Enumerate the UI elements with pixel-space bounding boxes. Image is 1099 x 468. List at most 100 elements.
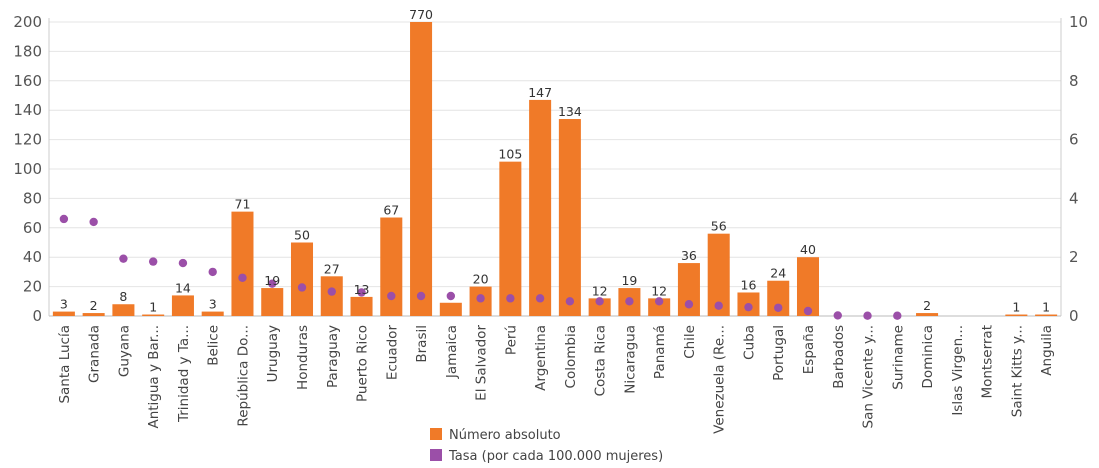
y-right-tick-label: 10: [1069, 13, 1088, 31]
dot: [268, 279, 277, 288]
x-tick-label: Suriname: [890, 325, 906, 390]
legend: Número absoluto Tasa (por cada 100.000 m…: [430, 428, 663, 464]
dot: [684, 300, 694, 309]
bar: [648, 298, 671, 316]
dot: [178, 258, 188, 268]
bar: [796, 257, 820, 316]
x-tick-label: Belice: [206, 325, 222, 366]
dot: [357, 288, 366, 297]
y-right-tick-label: 8: [1069, 72, 1079, 90]
x-tick-label: Montserrat: [980, 325, 996, 399]
bar: [171, 295, 194, 316]
bar: [707, 233, 730, 316]
dot-series: [59, 214, 902, 320]
x-tick-label: San Vicente y...: [861, 325, 877, 429]
y-left-tick-label: 40: [23, 248, 42, 266]
data-label: 36: [681, 248, 697, 263]
x-tick-label: Costa Rica: [593, 325, 609, 396]
bar: [201, 311, 224, 316]
x-tick-label: Venezuela (Re...: [712, 325, 728, 434]
data-label: 147: [528, 85, 552, 100]
x-tick-label: Trinidad y Ta...: [176, 325, 192, 423]
bar: [677, 263, 700, 316]
bar: [499, 161, 522, 316]
y-right-tick-label: 6: [1069, 131, 1079, 149]
x-tick-label: Panamá: [652, 325, 668, 379]
y-left-tick-label: 60: [23, 219, 42, 237]
x-tick-label: Portugal: [771, 325, 787, 381]
dot: [89, 217, 98, 227]
data-label: 3: [209, 297, 217, 312]
data-label: 8: [119, 289, 127, 304]
x-tick-label: Antigua y Bar...: [146, 325, 162, 429]
x-tick-label: Chile: [682, 325, 698, 359]
x-tick-label: Islas Virgen...: [950, 325, 966, 416]
x-tick-label: Ecuador: [384, 325, 400, 381]
dot: [535, 294, 545, 303]
dot: [208, 267, 217, 277]
bar: [1005, 314, 1028, 316]
y-left-tick-label: 0: [32, 307, 42, 325]
x-tick-label: Puerto Rico: [355, 325, 371, 402]
dot: [327, 287, 336, 296]
legend-swatch-numero-absoluto: [430, 428, 442, 440]
legend-label-numero-absoluto: Número absoluto: [449, 428, 561, 443]
data-label: 2: [90, 298, 98, 313]
x-tick-label: España: [801, 325, 817, 374]
data-label: 56: [711, 219, 727, 234]
data-label: 105: [498, 147, 522, 162]
data-label: 40: [800, 242, 816, 257]
bar: [1035, 314, 1058, 316]
dot: [565, 297, 575, 306]
dot: [446, 291, 456, 301]
dot: [506, 294, 515, 303]
bar: [529, 99, 552, 316]
bar: [410, 22, 433, 316]
bar: [350, 296, 373, 316]
gridlines: [48, 18, 1062, 317]
dot: [803, 306, 813, 316]
x-axis-labels: Santa Lucía Granada Guyana Antigua y Bar...…: [57, 325, 1055, 434]
data-label: 3: [60, 297, 68, 312]
bar: [82, 313, 105, 316]
dot: [654, 297, 664, 306]
dot: [833, 311, 842, 320]
bar: [558, 119, 581, 317]
data-label: 67: [383, 203, 399, 218]
x-tick-label: Barbados: [831, 325, 847, 389]
dot: [774, 303, 783, 312]
dot: [148, 257, 158, 266]
dot: [416, 291, 426, 301]
x-tick-label: Anguila: [1039, 325, 1055, 376]
bar: [290, 242, 314, 316]
x-tick-label: Uruguay: [265, 325, 281, 382]
data-label: 13: [354, 282, 370, 297]
x-tick-label: Santa Lucía: [57, 325, 73, 404]
bar: [380, 217, 403, 316]
dot: [476, 294, 485, 303]
bar: [588, 298, 611, 316]
bar: [261, 288, 284, 316]
dot: [714, 301, 723, 310]
dot: [59, 214, 69, 224]
bar: [142, 314, 165, 316]
bar: [320, 276, 343, 316]
x-tick-label: Paraguay: [325, 325, 341, 388]
y-right-tick-label: 0: [1069, 307, 1079, 325]
bar-series: [52, 22, 1058, 317]
y-left-tick-label: 80: [23, 189, 42, 207]
dot: [625, 297, 634, 306]
bar: [439, 302, 462, 316]
x-tick-label: Dominica: [920, 325, 936, 389]
x-tick-label: Jamaica: [444, 325, 460, 379]
legend-label-tasa: Tasa (por cada 100.000 mujeres): [448, 449, 663, 464]
data-label: 1: [1012, 300, 1020, 315]
data-label: 50: [294, 228, 310, 243]
bar: [52, 311, 75, 316]
bar: [231, 211, 254, 316]
y-left-tick-label: 120: [13, 131, 42, 149]
y-right-tick-label: 2: [1069, 248, 1079, 266]
y-right-tick-label: 4: [1069, 189, 1079, 207]
y-axis-left: 0 20 40 60 80 100 120 140 160 180 200: [13, 13, 42, 325]
